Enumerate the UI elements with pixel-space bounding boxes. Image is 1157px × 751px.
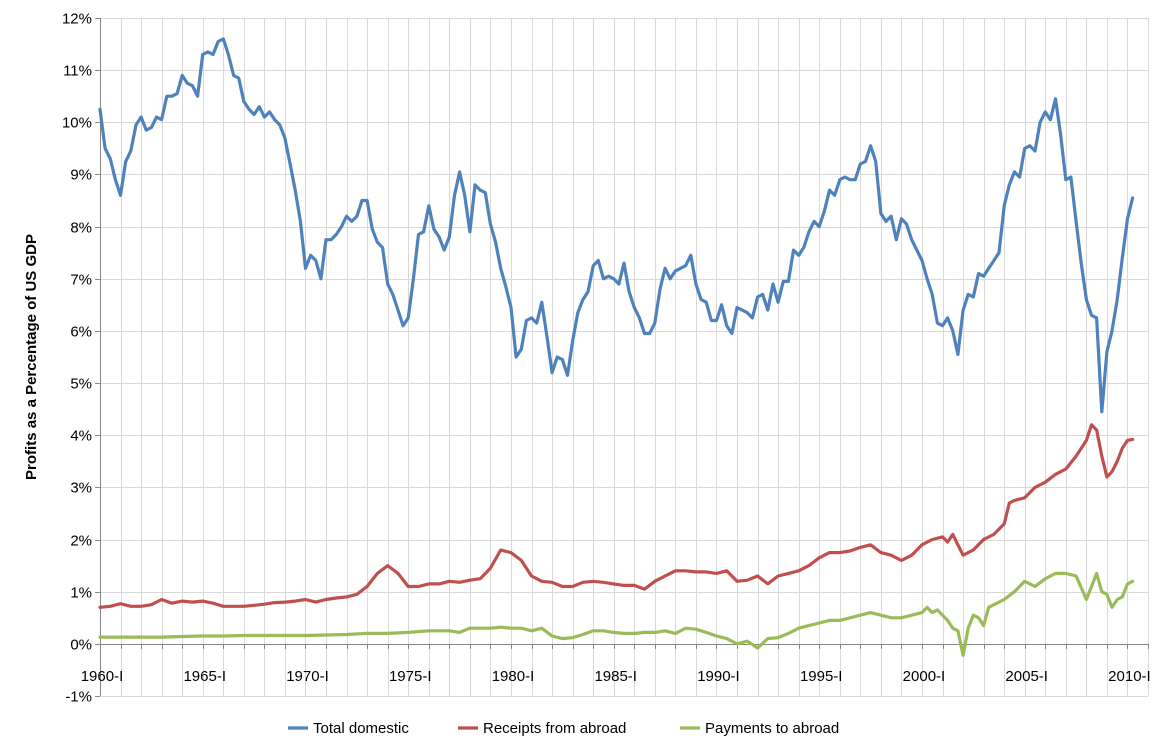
x-tick-label: 1965-I [183, 668, 226, 685]
series-line-1 [98, 37, 1135, 414]
tick-labels: 12% 11% 10% 9% 8% 7% 6% 5% 4% 3% 2% 1% 0% -1% 1960-I 19… [62, 11, 1151, 706]
x-tick-label: 1995-I [800, 668, 843, 685]
series-line-3 [98, 571, 1135, 657]
legend-label: Payments to abroad [705, 720, 839, 737]
y-tick-label: 10% [62, 115, 92, 132]
x-tick-label: 1980-I [492, 668, 535, 685]
legend-label: Receipts from abroad [483, 720, 626, 737]
y-tick-label: 1% [70, 585, 92, 602]
series-line-2 [98, 423, 1135, 609]
y-tick-label: 7% [70, 272, 92, 289]
y-tick-label: 3% [70, 480, 92, 497]
x-tick-label: 1960-I [81, 668, 124, 685]
y-tick-label: 2% [70, 533, 92, 550]
y-tick-label: 4% [70, 428, 92, 445]
x-tick-label: 1985-I [594, 668, 637, 685]
y-tick-label: 6% [70, 324, 92, 341]
legend-label: Total domestic [313, 720, 409, 737]
y-tick-label: 9% [70, 167, 92, 184]
gridlines [100, 18, 1149, 697]
x-tick-label: 2010-I [1108, 668, 1151, 685]
x-tick-label: 1990-I [697, 668, 740, 685]
x-tick-label: 1975-I [389, 668, 432, 685]
legend: Total domestic Receipts from abroad Paymen… [288, 720, 839, 737]
y-axis-title: Profits as a Percentage of US GDP [23, 234, 40, 480]
y-tick-label: 11% [63, 63, 92, 80]
x-tick-label: 1970-I [286, 668, 329, 685]
y-tick-label: 8% [70, 220, 92, 237]
axes [95, 18, 1149, 697]
y-tick-label: 5% [70, 376, 92, 393]
y-tick-label: 0% [70, 637, 92, 654]
y-tick-label: -1% [65, 689, 92, 706]
x-tick-label: 2005-I [1005, 668, 1048, 685]
y-tick-label: 12% [62, 11, 92, 28]
series-lines [98, 37, 1135, 657]
x-tick-label: 2000-I [903, 668, 946, 685]
